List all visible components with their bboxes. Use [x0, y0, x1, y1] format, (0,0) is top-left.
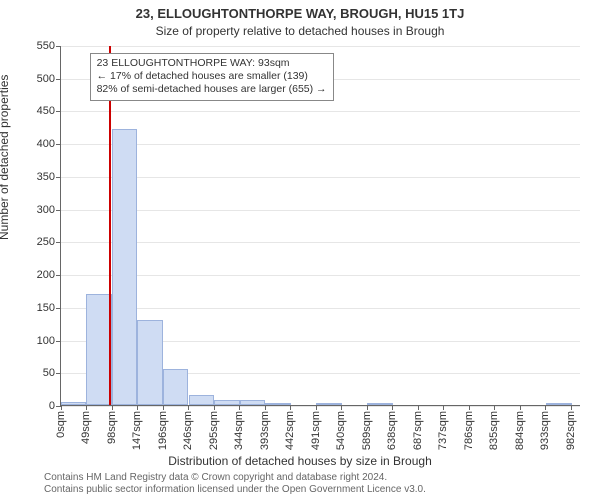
histogram-bar [86, 294, 111, 405]
x-tick [86, 405, 87, 410]
x-tick [545, 405, 546, 410]
x-tick [61, 405, 62, 410]
x-tick [341, 405, 342, 410]
y-axis-label: Number of detached properties [0, 75, 11, 240]
x-tick [214, 405, 215, 410]
gridline [61, 177, 580, 178]
x-tick-label: 98sqm [106, 411, 118, 444]
y-tick [56, 373, 61, 374]
x-tick-label: 295sqm [208, 411, 220, 450]
y-tick [56, 210, 61, 211]
y-tick-label: 150 [37, 302, 55, 314]
x-tick [112, 405, 113, 410]
x-tick-label: 147sqm [131, 411, 143, 450]
x-tick [239, 405, 240, 410]
gridline [61, 308, 580, 309]
footer-line: Contains HM Land Registry data © Crown c… [44, 472, 426, 484]
x-tick [469, 405, 470, 410]
x-tick [443, 405, 444, 410]
x-tick-label: 393sqm [259, 411, 271, 450]
x-tick [137, 405, 138, 410]
x-tick-label: 344sqm [233, 411, 245, 450]
x-axis-label: Distribution of detached houses by size … [0, 454, 600, 468]
y-tick-label: 300 [37, 204, 55, 216]
x-tick [418, 405, 419, 410]
gridline [61, 111, 580, 112]
x-tick [367, 405, 368, 410]
y-tick [56, 275, 61, 276]
y-tick [56, 308, 61, 309]
x-tick [571, 405, 572, 410]
x-tick-label: 982sqm [565, 411, 577, 450]
x-tick-label: 442sqm [284, 411, 296, 450]
y-tick-label: 50 [43, 367, 55, 379]
histogram-bar [265, 403, 290, 405]
chart-subtitle: Size of property relative to detached ho… [0, 24, 600, 38]
gridline [61, 406, 580, 407]
gridline [61, 242, 580, 243]
x-tick-label: 835sqm [488, 411, 500, 450]
y-tick-label: 100 [37, 335, 55, 347]
histogram-bar [61, 402, 86, 405]
y-tick [56, 46, 61, 47]
y-tick [56, 111, 61, 112]
y-tick [56, 177, 61, 178]
y-tick-label: 550 [37, 40, 55, 52]
histogram-bar [240, 400, 265, 405]
gridline [61, 46, 580, 47]
histogram-bar [189, 395, 214, 405]
histogram-bar [546, 403, 571, 405]
y-tick [56, 341, 61, 342]
gridline [61, 210, 580, 211]
y-tick [56, 144, 61, 145]
histogram-bar [214, 400, 239, 405]
y-tick-label: 350 [37, 171, 55, 183]
x-tick-label: 737sqm [437, 411, 449, 450]
annotation-line: 23 ELLOUGHTONTHORPE WAY: 93sqm [97, 57, 327, 70]
y-tick-label: 200 [37, 269, 55, 281]
x-tick-label: 49sqm [80, 411, 92, 444]
x-tick-label: 246sqm [182, 411, 194, 450]
y-tick-label: 500 [37, 73, 55, 85]
footer-line: Contains public sector information licen… [44, 484, 426, 496]
y-tick-label: 450 [37, 105, 55, 117]
annotation-line: ← 17% of detached houses are smaller (13… [97, 70, 327, 83]
x-tick [392, 405, 393, 410]
x-tick [265, 405, 266, 410]
footer-attribution: Contains HM Land Registry data © Crown c… [44, 472, 426, 496]
x-tick [520, 405, 521, 410]
x-tick [188, 405, 189, 410]
y-tick [56, 79, 61, 80]
plot-area: 0501001502002503003504004505005500sqm49s… [60, 46, 580, 406]
x-tick-label: 884sqm [514, 411, 526, 450]
x-tick [290, 405, 291, 410]
x-tick-label: 638sqm [386, 411, 398, 450]
x-tick-label: 687sqm [412, 411, 424, 450]
x-tick-label: 589sqm [361, 411, 373, 450]
annotation-box: 23 ELLOUGHTONTHORPE WAY: 93sqm← 17% of d… [90, 53, 334, 100]
histogram-bar [112, 129, 137, 405]
x-tick-label: 491sqm [310, 411, 322, 450]
y-tick-label: 250 [37, 236, 55, 248]
y-tick-label: 400 [37, 138, 55, 150]
x-tick [316, 405, 317, 410]
histogram-bar [316, 403, 341, 405]
chart-title: 23, ELLOUGHTONTHORPE WAY, BROUGH, HU15 1… [0, 6, 600, 21]
x-tick [163, 405, 164, 410]
x-tick [494, 405, 495, 410]
x-tick-label: 540sqm [335, 411, 347, 450]
gridline [61, 275, 580, 276]
gridline [61, 144, 580, 145]
x-tick-label: 196sqm [157, 411, 169, 450]
annotation-line: 82% of semi-detached houses are larger (… [97, 83, 327, 96]
histogram-bar [163, 369, 188, 405]
x-tick-label: 786sqm [463, 411, 475, 450]
histogram-bar [137, 320, 162, 405]
y-tick [56, 242, 61, 243]
x-tick-label: 933sqm [539, 411, 551, 450]
x-tick-label: 0sqm [55, 411, 67, 438]
histogram-bar [367, 403, 392, 405]
